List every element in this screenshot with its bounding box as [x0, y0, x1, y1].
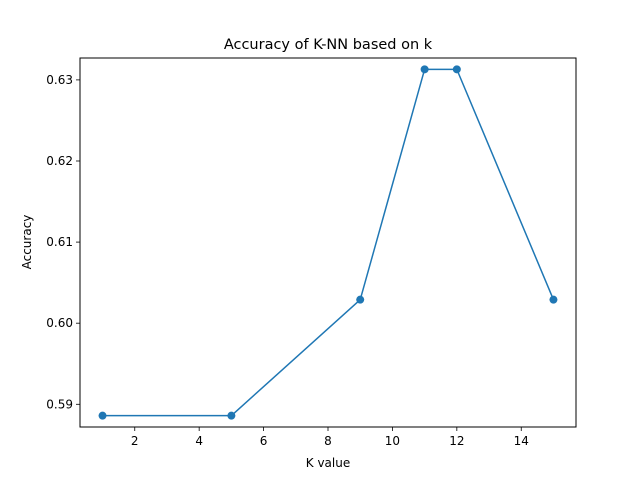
data-point: [98, 411, 107, 420]
x-axis-ticks: 2 4 6 8 10 12 14: [131, 427, 529, 448]
y-tick-label: 0.62: [46, 154, 73, 168]
data-point: [420, 65, 429, 74]
y-tick-label: 0.63: [46, 73, 73, 87]
data-point: [356, 295, 365, 304]
x-axis-label: K value: [306, 456, 350, 470]
x-tick-label: 12: [449, 434, 464, 448]
x-tick-label: 8: [324, 434, 332, 448]
x-tick-label: 14: [514, 434, 529, 448]
chart-title: Accuracy of K-NN based on k: [224, 37, 433, 53]
y-tick-label: 0.59: [46, 397, 73, 411]
series-line: [102, 68, 555, 417]
x-tick-label: 10: [385, 434, 400, 448]
y-tick-label: 0.60: [46, 316, 73, 330]
x-tick-label: 6: [260, 434, 268, 448]
axes-frame: [79, 57, 577, 428]
y-axis-ticks: 0.59 0.60 0.61 0.62 0.63: [46, 73, 80, 411]
data-point: [227, 411, 236, 420]
data-point: [549, 295, 558, 304]
y-axis-label: Accuracy: [20, 215, 34, 270]
y-tick-label: 0.61: [46, 235, 73, 249]
x-tick-label: 4: [195, 434, 203, 448]
plot-area: [98, 65, 558, 420]
data-point: [452, 65, 461, 74]
x-tick-label: 2: [131, 434, 139, 448]
